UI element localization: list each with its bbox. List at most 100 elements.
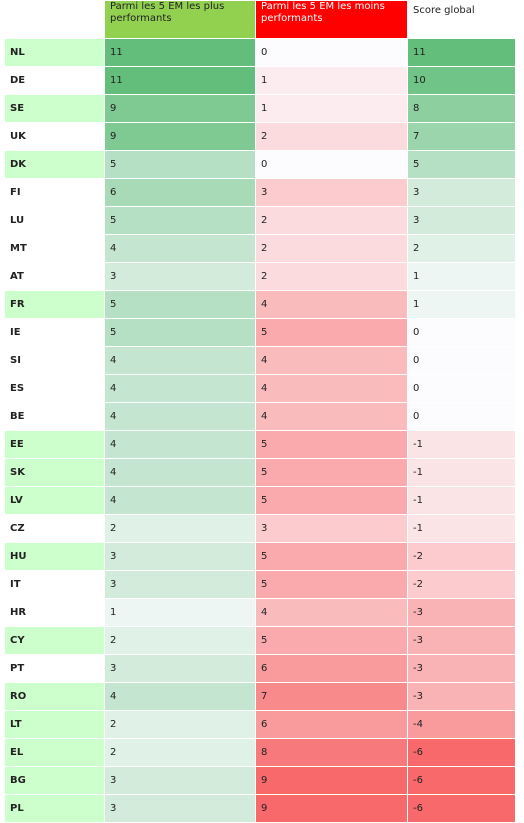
best-count-cell: 4 [104, 430, 256, 459]
worst-count-cell: 4 [255, 374, 408, 403]
table-row: FR 5 4 1 [4, 290, 516, 319]
country-cell: DE [4, 66, 105, 95]
table-row: BE 4 4 0 [4, 402, 516, 431]
score-cell: -1 [407, 458, 516, 487]
worst-count-cell: 2 [255, 206, 408, 235]
best-count-cell: 5 [104, 150, 256, 179]
best-count-cell: 5 [104, 318, 256, 347]
worst-count-cell: 5 [255, 430, 408, 459]
score-cell: -2 [407, 570, 516, 599]
table-row: AT 3 2 1 [4, 262, 516, 291]
table-row: IT 3 5 -2 [4, 570, 516, 599]
score-cell: 7 [407, 122, 516, 151]
score-cell: -6 [407, 766, 516, 795]
header-worst: Parmi les 5 EM les moins performants [255, 0, 408, 39]
table-row: IE 5 5 0 [4, 318, 516, 347]
country-cell: HR [4, 598, 105, 627]
country-cell: IT [4, 570, 105, 599]
table-body: NL 11 0 11 DE 11 1 10 SE 9 1 8 UK 9 2 7 DK 5 0 5 FI 6 3 3 LU 5 2 3 M… [4, 38, 516, 823]
table-row: HR 1 4 -3 [4, 598, 516, 627]
score-cell: 0 [407, 374, 516, 403]
best-count-cell: 2 [104, 626, 256, 655]
header-row: Parmi les 5 EM les plus performants Parm… [4, 0, 516, 39]
country-cell: SE [4, 94, 105, 123]
best-count-cell: 5 [104, 290, 256, 319]
table-row: CY 2 5 -3 [4, 626, 516, 655]
best-count-cell: 4 [104, 374, 256, 403]
score-cell: 0 [407, 346, 516, 375]
table-row: MT 4 2 2 [4, 234, 516, 263]
table-row: PT 3 6 -3 [4, 654, 516, 683]
country-cell: AT [4, 262, 105, 291]
country-cell: EE [4, 430, 105, 459]
worst-count-cell: 4 [255, 346, 408, 375]
country-cell: LU [4, 206, 105, 235]
country-cell: PT [4, 654, 105, 683]
best-count-cell: 4 [104, 346, 256, 375]
score-cell: -3 [407, 682, 516, 711]
worst-count-cell: 0 [255, 150, 408, 179]
country-cell: SK [4, 458, 105, 487]
country-cell: UK [4, 122, 105, 151]
country-cell: ES [4, 374, 105, 403]
best-count-cell: 4 [104, 234, 256, 263]
score-cell: 0 [407, 402, 516, 431]
table-row: DK 5 0 5 [4, 150, 516, 179]
worst-count-cell: 5 [255, 318, 408, 347]
table-row: CZ 2 3 -1 [4, 514, 516, 543]
worst-count-cell: 1 [255, 66, 408, 95]
worst-count-cell: 8 [255, 738, 408, 767]
worst-count-cell: 4 [255, 402, 408, 431]
header-score: Score global [407, 0, 516, 39]
score-cell: 5 [407, 150, 516, 179]
score-cell: 1 [407, 262, 516, 291]
table-row: SK 4 5 -1 [4, 458, 516, 487]
score-cell: 3 [407, 206, 516, 235]
worst-count-cell: 6 [255, 710, 408, 739]
score-cell: 3 [407, 178, 516, 207]
country-cell: DK [4, 150, 105, 179]
table-row: EE 4 5 -1 [4, 430, 516, 459]
country-cell: IE [4, 318, 105, 347]
score-cell: 10 [407, 66, 516, 95]
best-count-cell: 3 [104, 570, 256, 599]
worst-count-cell: 5 [255, 542, 408, 571]
country-cell: BG [4, 766, 105, 795]
best-count-cell: 5 [104, 206, 256, 235]
table-row: SI 4 4 0 [4, 346, 516, 375]
country-cell: LV [4, 486, 105, 515]
score-cell: -3 [407, 626, 516, 655]
worst-count-cell: 5 [255, 626, 408, 655]
worst-count-cell: 0 [255, 38, 408, 67]
best-count-cell: 4 [104, 402, 256, 431]
table-row: BG 3 9 -6 [4, 766, 516, 795]
best-count-cell: 2 [104, 514, 256, 543]
best-count-cell: 11 [104, 38, 256, 67]
score-cell: -2 [407, 542, 516, 571]
worst-count-cell: 3 [255, 178, 408, 207]
score-cell: -1 [407, 430, 516, 459]
worst-count-cell: 2 [255, 262, 408, 291]
table-row: LV 4 5 -1 [4, 486, 516, 515]
country-cell: NL [4, 38, 105, 67]
score-cell: -6 [407, 738, 516, 767]
country-cell: FI [4, 178, 105, 207]
worst-count-cell: 9 [255, 766, 408, 795]
table-row: SE 9 1 8 [4, 94, 516, 123]
table-row: LU 5 2 3 [4, 206, 516, 235]
score-cell: 0 [407, 318, 516, 347]
best-count-cell: 1 [104, 598, 256, 627]
table-row: FI 6 3 3 [4, 178, 516, 207]
best-count-cell: 3 [104, 654, 256, 683]
score-cell: -1 [407, 486, 516, 515]
score-cell: -1 [407, 514, 516, 543]
score-cell: 2 [407, 234, 516, 263]
worst-count-cell: 1 [255, 94, 408, 123]
country-cell: RO [4, 682, 105, 711]
table-row: EL 2 8 -6 [4, 738, 516, 767]
best-count-cell: 3 [104, 262, 256, 291]
score-cell: -4 [407, 710, 516, 739]
worst-count-cell: 2 [255, 122, 408, 151]
best-count-cell: 3 [104, 766, 256, 795]
table-row: DE 11 1 10 [4, 66, 516, 95]
